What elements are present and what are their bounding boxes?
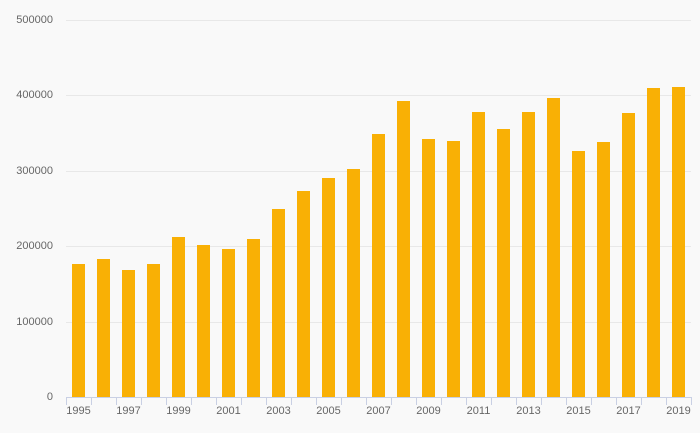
- x-axis-tick: [216, 397, 217, 405]
- x-axis-tick: [266, 397, 267, 405]
- x-axis-tick: [441, 397, 442, 405]
- x-axis-tick: [566, 397, 567, 405]
- x-axis-tick-label: 2019: [666, 405, 691, 417]
- x-axis-tick: [491, 397, 492, 405]
- bar-2017: [622, 112, 635, 397]
- y-axis-tick-label: 0: [46, 391, 53, 403]
- bar-2011: [472, 112, 485, 397]
- y-axis-tick-label: 400000: [16, 89, 53, 102]
- x-axis-tick: [291, 397, 292, 405]
- x-axis-tick: [616, 397, 617, 405]
- bar-2005: [322, 178, 335, 397]
- x-axis-tick: [691, 397, 692, 405]
- x-axis-tick-label: 2003: [266, 405, 291, 417]
- x-axis-tick: [141, 397, 142, 405]
- x-axis-line: [66, 397, 692, 398]
- x-axis-tick: [466, 397, 467, 405]
- bar-2014: [547, 98, 560, 397]
- bar-2019: [672, 87, 685, 397]
- x-axis-tick-label: 1997: [116, 405, 141, 417]
- x-axis-tick: [241, 397, 242, 405]
- bar-2007: [372, 133, 385, 397]
- bar-2003: [272, 208, 285, 397]
- bar-2008: [397, 100, 410, 397]
- bar-2009: [422, 139, 435, 397]
- bar-2002: [247, 238, 260, 397]
- bar-2004: [297, 191, 310, 397]
- x-axis-tick-label: 2007: [366, 405, 391, 417]
- x-axis-tick: [366, 397, 367, 405]
- x-axis-tick: [416, 397, 417, 405]
- x-axis-tick: [591, 397, 592, 405]
- x-axis-tick-label: 2013: [516, 405, 541, 417]
- x-axis-tick-label: 2001: [216, 405, 241, 417]
- bar-1996: [97, 259, 110, 397]
- gridline: [66, 95, 691, 97]
- x-axis-tick: [391, 397, 392, 405]
- x-axis-tick: [341, 397, 342, 405]
- bar-2016: [597, 142, 610, 397]
- bar-1997: [122, 270, 135, 397]
- bar-2013: [522, 112, 535, 397]
- x-axis-tick: [641, 397, 642, 405]
- x-axis-tick: [66, 397, 67, 405]
- bar-2015: [572, 151, 585, 397]
- bar-1998: [147, 264, 160, 397]
- bar-2012: [497, 129, 510, 397]
- x-axis-tick-label: 1995: [66, 405, 91, 417]
- x-axis-tick: [516, 397, 517, 405]
- y-axis-tick-label: 500000: [16, 14, 53, 26]
- x-axis-tick: [166, 397, 167, 405]
- bar-2001: [222, 248, 235, 397]
- x-axis-tick-label: 1999: [166, 405, 191, 417]
- x-axis-tick-label: 2011: [466, 405, 491, 417]
- gridline: [66, 20, 691, 21]
- x-axis-tick: [116, 397, 117, 405]
- x-axis-tick-label: 2015: [566, 405, 591, 417]
- bar-2018: [647, 87, 660, 397]
- x-axis-tick: [91, 397, 92, 405]
- x-axis-tick: [666, 397, 667, 405]
- bar-2000: [197, 244, 210, 397]
- bar-1995: [72, 263, 85, 397]
- y-axis-tick-label: 300000: [16, 164, 53, 177]
- x-axis-tick-label: 2017: [616, 405, 641, 417]
- y-axis-tick-label: 200000: [16, 240, 53, 253]
- x-axis-tick: [541, 397, 542, 405]
- bar-1999: [172, 237, 185, 397]
- x-axis-tick: [316, 397, 317, 405]
- x-axis-tick-label: 2005: [316, 405, 341, 417]
- bar-2006: [347, 169, 360, 397]
- y-axis-tick-label: 100000: [16, 315, 53, 328]
- x-axis-tick-label: 2009: [416, 405, 441, 417]
- bar-2010: [447, 140, 460, 397]
- x-axis-tick: [191, 397, 192, 405]
